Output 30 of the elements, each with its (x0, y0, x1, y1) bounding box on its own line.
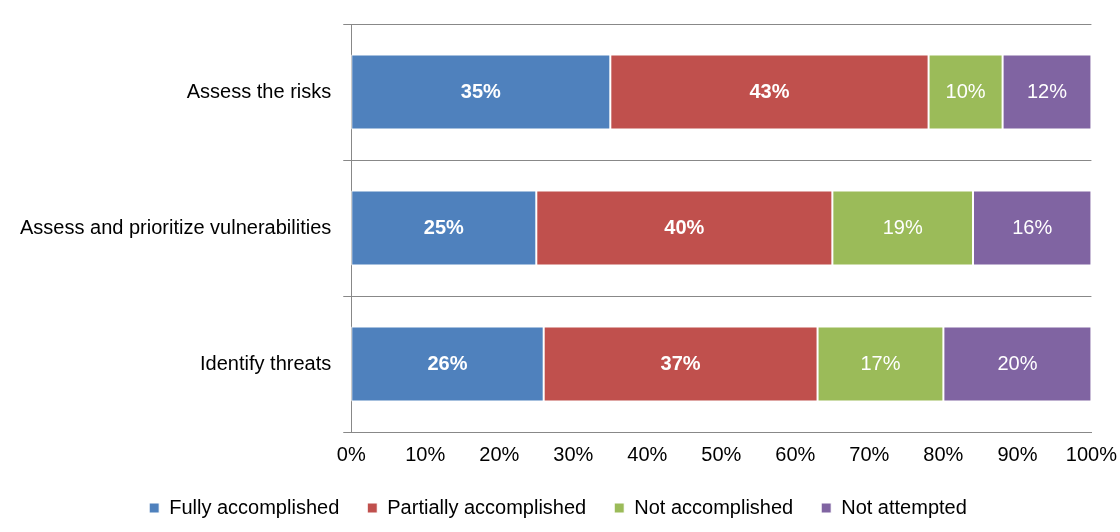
data-label: 35% (460, 79, 502, 102)
x-tick-label: 0% (336, 442, 366, 465)
data-label: 16% (1012, 215, 1053, 238)
x-tick-label: 20% (479, 442, 520, 465)
y-tick-label: Identify threats (200, 351, 332, 374)
data-label: 10% (945, 79, 986, 102)
legend-label: Fully accomplished (169, 495, 340, 518)
legend-label: Partially accomplished (387, 495, 587, 518)
legend-label: Not accomplished (634, 495, 794, 518)
x-tick-label: 50% (701, 442, 742, 465)
y-tick-label: Assess the risks (186, 79, 332, 102)
data-label: 40% (664, 215, 705, 238)
x-tick-label: 90% (997, 442, 1038, 465)
data-label: 37% (660, 351, 701, 374)
x-tick-label: 100% (1065, 442, 1118, 465)
x-tick-label: 70% (849, 442, 890, 465)
data-label: 12% (1027, 79, 1068, 102)
legend-label: Not attempted (841, 495, 967, 518)
x-tick-label: 10% (405, 442, 446, 465)
data-label: 20% (997, 351, 1038, 374)
data-label: 25% (423, 215, 464, 238)
data-label: 43% (749, 79, 790, 102)
x-tick-label: 40% (627, 442, 668, 465)
x-tick-label: 60% (775, 442, 816, 465)
data-label: 26% (427, 351, 468, 374)
x-tick-label: 80% (923, 442, 964, 465)
data-label: 17% (860, 351, 901, 374)
x-tick-label: 30% (553, 442, 594, 465)
data-label: 19% (882, 215, 923, 238)
y-tick-label: Assess and prioritize vulnerabilities (20, 215, 332, 238)
